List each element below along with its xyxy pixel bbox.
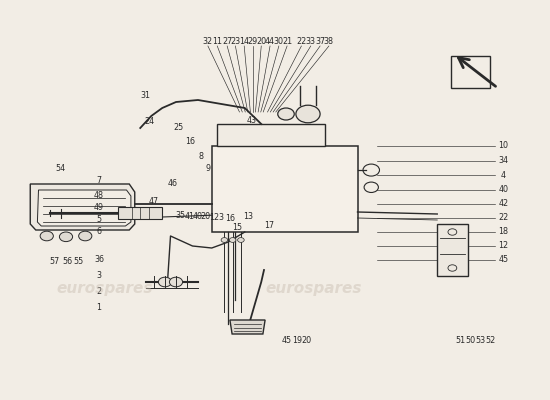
- Bar: [217, 124, 324, 146]
- Text: 20: 20: [201, 212, 211, 221]
- Text: 48: 48: [94, 192, 104, 200]
- Circle shape: [40, 231, 53, 241]
- Text: 53: 53: [475, 336, 485, 345]
- Text: 3: 3: [96, 272, 102, 280]
- Text: eurospares: eurospares: [265, 280, 362, 296]
- Text: 8: 8: [198, 152, 204, 161]
- Text: 15: 15: [233, 224, 243, 232]
- Text: 3: 3: [218, 214, 224, 222]
- Bar: [212, 146, 358, 232]
- Text: 42: 42: [498, 200, 508, 208]
- Text: 17: 17: [265, 222, 274, 230]
- Text: 31: 31: [141, 92, 151, 100]
- Text: 50: 50: [465, 336, 475, 345]
- Text: 6: 6: [96, 227, 102, 236]
- Text: 7: 7: [96, 176, 102, 185]
- Text: 4: 4: [500, 171, 506, 180]
- Text: 18: 18: [498, 228, 508, 236]
- Polygon shape: [230, 320, 265, 334]
- Text: 24: 24: [144, 118, 154, 126]
- Bar: [451, 56, 490, 88]
- Text: 55: 55: [74, 258, 84, 266]
- Text: 35: 35: [175, 211, 185, 220]
- Text: 32: 32: [203, 38, 213, 46]
- Text: 11: 11: [212, 38, 222, 46]
- Text: 10: 10: [498, 142, 508, 150]
- Text: 46: 46: [167, 180, 177, 188]
- Text: 57: 57: [50, 258, 60, 266]
- Text: 54: 54: [56, 164, 65, 172]
- Text: 25: 25: [174, 124, 184, 132]
- Bar: [118, 207, 162, 219]
- Text: 45: 45: [498, 256, 508, 264]
- Circle shape: [229, 238, 236, 242]
- Text: 36: 36: [94, 256, 104, 264]
- Bar: [437, 224, 467, 276]
- Text: 2: 2: [96, 288, 102, 296]
- Text: 29: 29: [248, 38, 258, 46]
- Circle shape: [79, 231, 92, 241]
- Text: eurospares: eurospares: [56, 280, 153, 296]
- Text: 37: 37: [315, 38, 325, 46]
- Text: 52: 52: [485, 336, 495, 345]
- Text: 40: 40: [498, 186, 508, 194]
- Text: 21: 21: [282, 38, 292, 46]
- Text: 38: 38: [324, 38, 334, 46]
- Text: 12: 12: [498, 242, 508, 250]
- Text: 12: 12: [210, 214, 219, 222]
- Text: 5: 5: [96, 215, 102, 224]
- Text: 16: 16: [185, 138, 195, 146]
- Text: 20: 20: [302, 336, 312, 345]
- Text: 44: 44: [265, 38, 275, 46]
- Text: 16: 16: [225, 214, 235, 223]
- Text: 51: 51: [455, 336, 465, 345]
- Polygon shape: [37, 190, 131, 226]
- Text: 13: 13: [244, 212, 254, 221]
- Circle shape: [158, 277, 172, 287]
- Circle shape: [169, 277, 183, 287]
- Text: 40: 40: [193, 212, 203, 221]
- Text: 20: 20: [256, 38, 266, 46]
- Text: 43: 43: [247, 116, 257, 125]
- Polygon shape: [30, 184, 135, 230]
- Text: 34: 34: [498, 156, 508, 165]
- Circle shape: [278, 108, 294, 120]
- Circle shape: [221, 238, 228, 242]
- Text: 30: 30: [274, 38, 284, 46]
- Text: 22: 22: [498, 214, 508, 222]
- Text: 14: 14: [239, 38, 249, 46]
- Text: 23: 23: [230, 38, 240, 46]
- Text: 1: 1: [96, 304, 102, 312]
- Text: 33: 33: [306, 38, 316, 46]
- Text: 36: 36: [146, 214, 156, 222]
- Text: 47: 47: [149, 198, 159, 206]
- Text: 41: 41: [185, 212, 195, 221]
- Circle shape: [238, 238, 244, 242]
- Text: 27: 27: [222, 38, 232, 46]
- Circle shape: [296, 105, 320, 123]
- Circle shape: [59, 232, 73, 242]
- Text: 49: 49: [94, 204, 104, 212]
- Text: 45: 45: [282, 336, 292, 345]
- Text: 9: 9: [205, 164, 211, 173]
- Text: 56: 56: [62, 258, 72, 266]
- Text: 22: 22: [296, 38, 306, 46]
- Text: 19: 19: [292, 336, 302, 345]
